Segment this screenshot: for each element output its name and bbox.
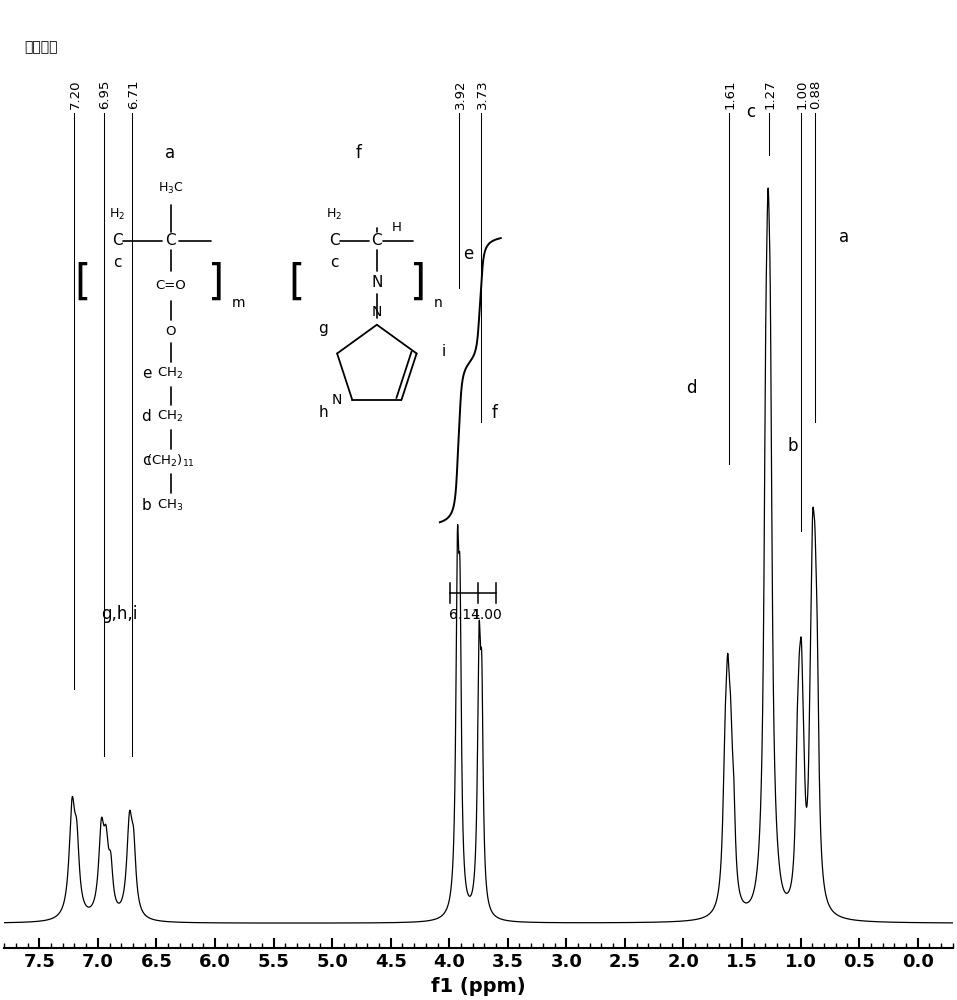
Text: $\mathregular{CH_3}$: $\mathregular{CH_3}$: [157, 497, 184, 513]
Text: i: i: [442, 344, 446, 359]
Text: 6.95: 6.95: [99, 79, 112, 109]
Text: 1.61: 1.61: [724, 79, 737, 109]
Text: c: c: [113, 255, 122, 270]
Text: g,h,i: g,h,i: [100, 605, 137, 623]
Text: 1.00: 1.00: [472, 608, 502, 622]
Text: h: h: [319, 405, 328, 420]
Text: C: C: [112, 233, 122, 248]
Text: 3.73: 3.73: [476, 79, 489, 109]
Text: c: c: [143, 453, 150, 468]
Text: d: d: [142, 409, 151, 424]
Text: 氯代氯仿: 氯代氯仿: [24, 40, 57, 54]
Text: c: c: [330, 255, 338, 270]
Text: H: H: [391, 221, 402, 234]
Text: b: b: [787, 437, 797, 455]
Text: N: N: [371, 275, 383, 290]
Text: 3.92: 3.92: [454, 79, 466, 109]
Text: ]: ]: [410, 262, 426, 304]
Text: 1.00: 1.00: [795, 79, 809, 109]
Text: a: a: [839, 228, 849, 246]
Text: 7.20: 7.20: [69, 79, 82, 109]
Text: 6.71: 6.71: [126, 79, 140, 109]
Text: C=O: C=O: [155, 279, 186, 292]
Text: e: e: [142, 366, 151, 381]
Text: 0.88: 0.88: [810, 79, 822, 109]
Text: O: O: [166, 325, 176, 338]
Text: $\mathregular{H_2}$: $\mathregular{H_2}$: [326, 207, 342, 222]
Text: d: d: [686, 379, 697, 397]
Text: $\mathregular{H_2}$: $\mathregular{H_2}$: [109, 207, 125, 222]
Text: a: a: [166, 144, 175, 162]
X-axis label: f1 (ppm): f1 (ppm): [432, 977, 525, 996]
Text: $\mathregular{H_3C}$: $\mathregular{H_3C}$: [158, 181, 184, 196]
Text: C: C: [328, 233, 340, 248]
Text: C: C: [371, 233, 382, 248]
Text: 6.14: 6.14: [449, 608, 479, 622]
Text: 1.27: 1.27: [764, 79, 777, 109]
Text: N: N: [371, 305, 382, 319]
Text: f: f: [355, 144, 361, 162]
Text: N: N: [332, 393, 343, 407]
Text: [: [: [288, 262, 304, 304]
Text: b: b: [142, 497, 151, 512]
Text: $\mathregular{CH_2}$: $\mathregular{CH_2}$: [157, 409, 184, 424]
Text: e: e: [463, 245, 474, 263]
Text: g: g: [319, 321, 328, 336]
Text: [: [: [74, 262, 90, 304]
Text: m: m: [233, 296, 246, 310]
Text: ]: ]: [208, 262, 224, 304]
Text: $\mathregular{CH_2}$: $\mathregular{CH_2}$: [157, 366, 184, 381]
Text: f: f: [491, 404, 498, 422]
Text: c: c: [746, 103, 755, 121]
Text: $\mathregular{(CH_2)_{11}}$: $\mathregular{(CH_2)_{11}}$: [146, 452, 195, 469]
Text: C: C: [166, 233, 176, 248]
Text: n: n: [434, 296, 443, 310]
